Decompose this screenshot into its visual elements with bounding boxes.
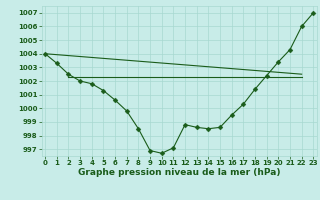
X-axis label: Graphe pression niveau de la mer (hPa): Graphe pression niveau de la mer (hPa) [78,168,280,177]
